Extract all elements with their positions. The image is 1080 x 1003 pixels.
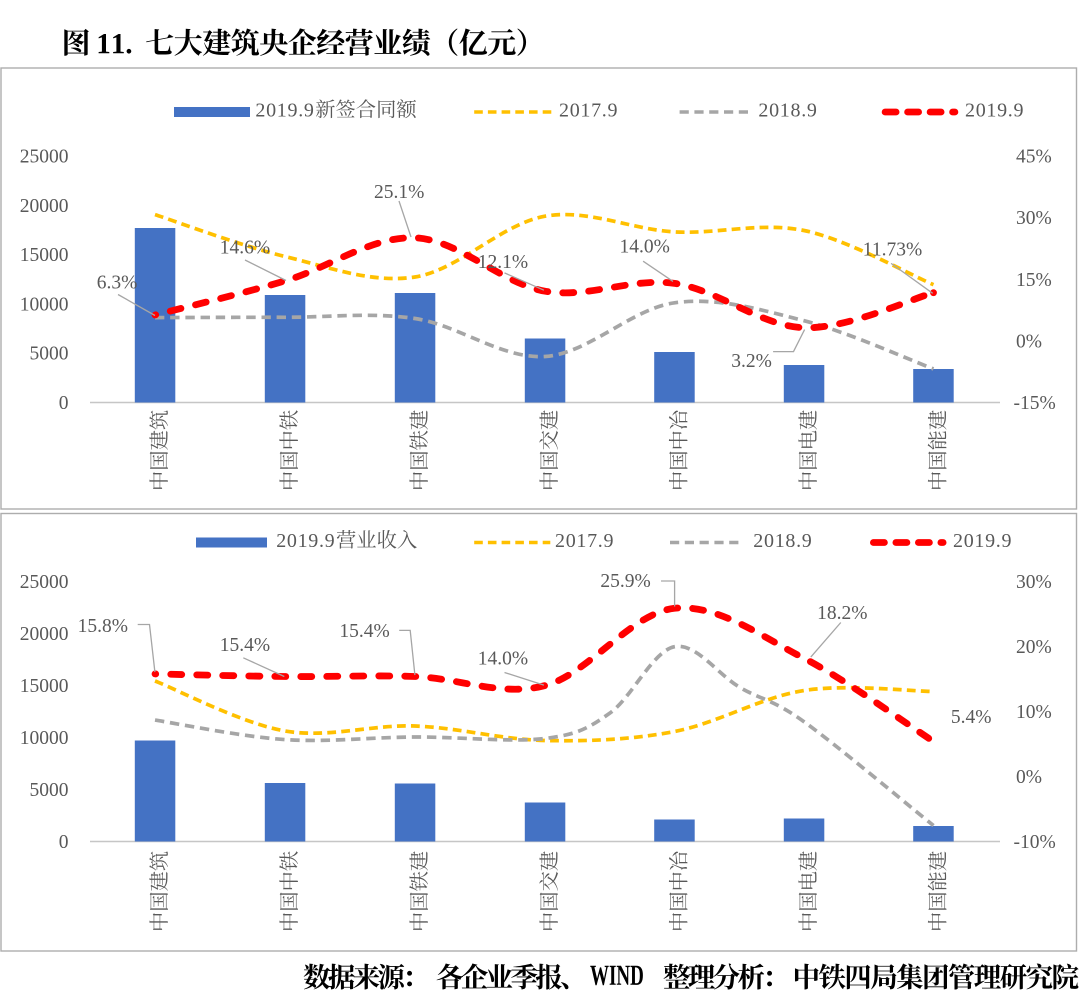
svg-text:10000: 10000 [20, 728, 69, 749]
svg-text:25000: 25000 [20, 572, 69, 593]
svg-text:5000: 5000 [30, 780, 69, 801]
svg-text:2019.9: 2019.9 [255, 100, 314, 122]
svg-text:2017.9: 2017.9 [559, 100, 618, 122]
svg-text:25.1%: 25.1% [374, 182, 424, 203]
svg-text:15000: 15000 [20, 676, 69, 697]
svg-text:30%: 30% [1016, 572, 1052, 593]
svg-text:25000: 25000 [20, 147, 69, 168]
svg-text:2018.9: 2018.9 [758, 100, 817, 122]
svg-text:-15%: -15% [1014, 393, 1056, 414]
svg-text:45%: 45% [1016, 147, 1052, 168]
svg-text:10000: 10000 [20, 294, 69, 315]
svg-text:0%: 0% [1016, 767, 1042, 788]
svg-text:15.4%: 15.4% [220, 635, 270, 656]
svg-text:5.4%: 5.4% [951, 707, 992, 728]
svg-text:15%: 15% [1016, 270, 1052, 291]
svg-text:25.9%: 25.9% [600, 571, 650, 592]
svg-text:14.6%: 14.6% [220, 238, 270, 259]
svg-text:12.1%: 12.1% [478, 252, 528, 273]
svg-text:15.8%: 15.8% [78, 616, 128, 637]
svg-text:14.0%: 14.0% [478, 649, 528, 670]
svg-text:14.0%: 14.0% [620, 237, 670, 258]
svg-text:6.3%: 6.3% [97, 272, 138, 293]
svg-text:18.2%: 18.2% [817, 603, 867, 624]
svg-text:2019.9: 2019.9 [953, 530, 1012, 552]
svg-text:2018.9: 2018.9 [753, 530, 812, 552]
svg-text:2019.9: 2019.9 [965, 100, 1024, 122]
svg-text:2019.9: 2019.9 [276, 530, 335, 552]
svg-text:3.2%: 3.2% [731, 351, 772, 372]
svg-text:11.73%: 11.73% [863, 239, 922, 260]
svg-text:0: 0 [59, 832, 69, 853]
svg-text:15000: 15000 [20, 245, 69, 266]
svg-text:10%: 10% [1016, 702, 1052, 723]
svg-text:20%: 20% [1016, 637, 1052, 658]
svg-text:5000: 5000 [30, 344, 69, 365]
svg-text:20000: 20000 [20, 624, 69, 645]
svg-text:-10%: -10% [1014, 832, 1056, 853]
svg-text:2017.9: 2017.9 [555, 530, 614, 552]
svg-text:0%: 0% [1016, 331, 1042, 352]
svg-text:0: 0 [59, 393, 69, 414]
svg-text:30%: 30% [1016, 208, 1052, 229]
svg-text:15.4%: 15.4% [339, 621, 389, 642]
svg-text:20000: 20000 [20, 196, 69, 217]
